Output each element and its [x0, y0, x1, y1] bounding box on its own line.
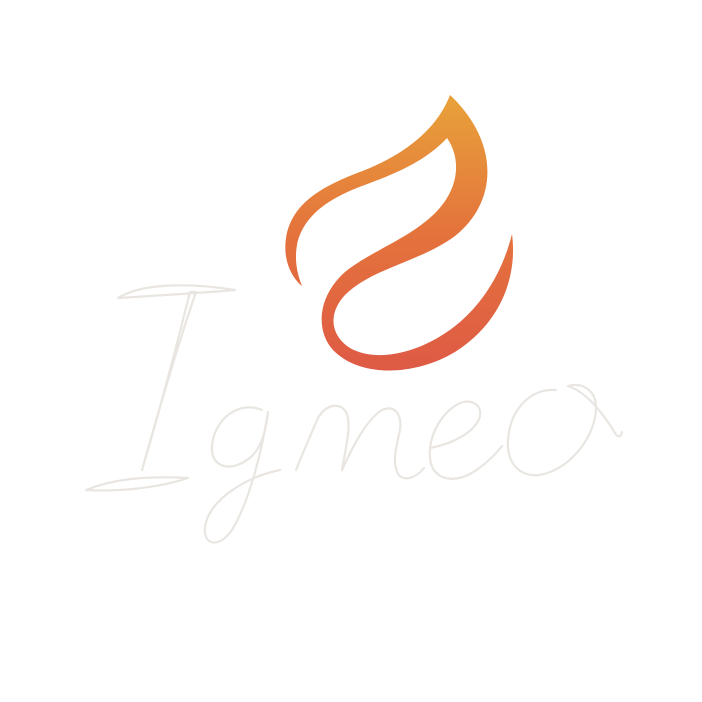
- flame-icon: [285, 95, 514, 371]
- wordmark-label: Igneo: [330, 678, 371, 694]
- wordmark-igneo: [84, 284, 624, 544]
